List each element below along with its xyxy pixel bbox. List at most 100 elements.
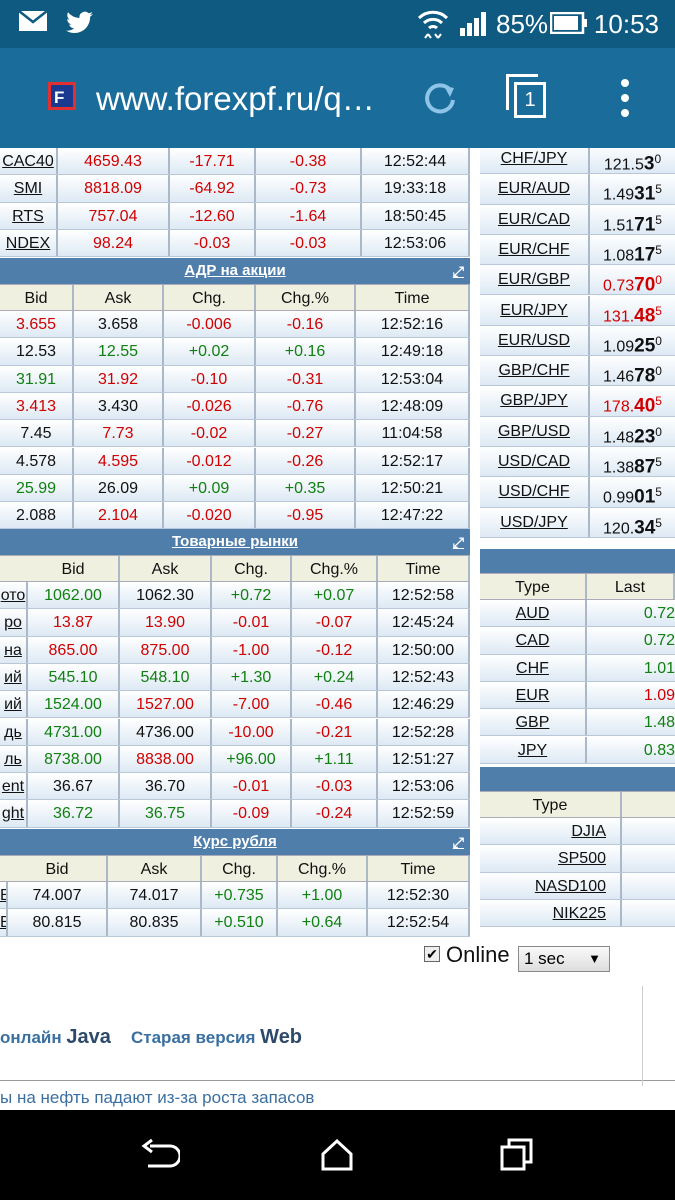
refresh-select[interactable]: 1 sec ▼ — [518, 946, 610, 972]
name-cell[interactable]: ль — [0, 745, 28, 773]
fx-row: GBP/CHF 1.46780 — [480, 356, 675, 387]
index-name[interactable]: RTS — [0, 202, 58, 229]
commodities-section-header[interactable]: Товарные рынки ⤢ — [0, 529, 470, 555]
back-icon[interactable] — [140, 1138, 180, 1172]
fx-pair[interactable]: EUR/CHF — [480, 234, 590, 265]
index-type[interactable]: SP500 — [480, 845, 622, 872]
currency-row: CHF 1.01 — [480, 654, 675, 682]
table-row: NDEX 98.24 -0.03 -0.03 12:53:06 — [0, 229, 470, 258]
more-menu-icon[interactable] — [618, 78, 632, 118]
name-cell[interactable]: B — [0, 882, 8, 909]
tabs-button[interactable]: 1 — [506, 74, 548, 120]
fx-rate-fraction: 5 — [655, 394, 662, 409]
currency-type[interactable]: JPY — [480, 736, 587, 763]
index-type[interactable]: NIK225 — [480, 899, 622, 927]
chgpct-cell: -0.46 — [292, 691, 378, 718]
java-link-prefix: онлайн — [0, 1028, 62, 1047]
fx-row: EUR/GBP 0.73700 — [480, 265, 675, 296]
ruble-section-title[interactable]: Курс рубля — [193, 833, 277, 850]
ruble-section-header[interactable]: Курс рубля ⤢ — [0, 829, 470, 855]
chg-cell: +1.30 — [212, 663, 292, 691]
fx-rate-fraction: 5 — [655, 212, 662, 227]
index-name[interactable]: SMI — [0, 175, 58, 202]
fx-row: CHF/JPY 121.530 — [480, 148, 675, 175]
fx-pair[interactable]: CHF/JPY — [480, 148, 590, 174]
twitter-icon — [66, 11, 93, 34]
name-cell[interactable]: ро — [0, 609, 28, 636]
adr-section-title[interactable]: АДР на акции — [184, 262, 286, 279]
news-link[interactable]: ы на нефть падают из-за роста запасов — [0, 1088, 315, 1107]
adr-section-header[interactable]: АДР на акции ⤢ — [0, 258, 470, 284]
ask-cell: 2.104 — [74, 502, 164, 529]
name-cell[interactable]: ght — [0, 800, 28, 827]
index-chg: -17.71 — [170, 148, 256, 175]
chgpct-cell: -0.24 — [292, 800, 378, 827]
fx-pair[interactable]: USD/CAD — [480, 447, 590, 477]
expand-icon[interactable]: ⤢ — [452, 534, 464, 550]
fx-rate-main: 121.5 — [603, 156, 644, 174]
fx-rate-main: 120. — [603, 519, 635, 537]
column-header: Type — [480, 792, 622, 817]
fx-pair[interactable]: GBP/CHF — [480, 356, 590, 386]
fx-row: USD/JPY 120.345 — [480, 507, 675, 538]
name-cell[interactable]: B — [0, 909, 8, 936]
fx-pair[interactable]: EUR/JPY — [480, 295, 590, 325]
currency-type[interactable]: CAD — [480, 627, 587, 654]
fx-pair[interactable]: EUR/USD — [480, 325, 590, 356]
fx-pair[interactable]: USD/CHF — [480, 477, 590, 507]
chg-cell: -1.00 — [212, 636, 292, 663]
index-type[interactable]: NASD100 — [480, 872, 622, 899]
bid-cell: 545.10 — [28, 663, 120, 691]
web-link[interactable]: Старая версия Web — [131, 1026, 302, 1049]
name-cell[interactable]: ent — [0, 773, 28, 800]
java-link[interactable]: онлайн Java — [0, 1026, 111, 1049]
chgpct-cell: -0.26 — [256, 447, 356, 474]
bid-cell: 36.67 — [28, 773, 120, 800]
commodities-section-title[interactable]: Товарные рынки — [171, 533, 299, 550]
fx-pair[interactable]: GBP/JPY — [480, 386, 590, 416]
name-cell[interactable]: ий — [0, 691, 28, 718]
index-chg: -0.03 — [170, 229, 256, 257]
recents-icon[interactable] — [500, 1138, 534, 1172]
time-cell: 12:52:58 — [378, 582, 470, 609]
name-cell[interactable]: ото — [0, 582, 28, 609]
chg-cell: -0.026 — [164, 392, 256, 420]
name-cell[interactable]: на — [0, 636, 28, 663]
column-header: Ask — [120, 556, 212, 581]
fx-pair[interactable]: EUR/GBP — [480, 265, 590, 295]
index-name[interactable]: CAC40 — [0, 148, 58, 175]
reload-icon[interactable] — [420, 78, 460, 118]
bid-cell: 1524.00 — [28, 691, 120, 718]
fx-rate-main: 1.08 — [603, 247, 635, 265]
currency-type[interactable]: AUD — [480, 600, 587, 627]
index-type[interactable]: DJIA — [480, 818, 622, 845]
name-cell[interactable]: дь — [0, 718, 28, 745]
fx-pair[interactable]: USD/JPY — [480, 507, 590, 537]
time-cell: 12:50:21 — [356, 474, 470, 502]
bid-cell: 74.007 — [8, 882, 108, 909]
fx-pair[interactable]: GBP/USD — [480, 416, 590, 446]
url-bar[interactable]: www.forexpf.ru/q… — [96, 80, 375, 117]
expand-icon[interactable]: ⤢ — [452, 263, 464, 279]
fx-row: GBP/USD 1.48230 — [480, 416, 675, 447]
online-control: ✔ Online 1 sec ▼ — [424, 942, 624, 976]
fx-rate-fraction: 0 — [654, 152, 662, 166]
name-cell[interactable]: ий — [0, 663, 28, 691]
fx-pair[interactable]: EUR/AUD — [480, 174, 590, 204]
fx-rate-main: 1.38 — [603, 459, 635, 477]
currency-last: 0.72 — [643, 632, 675, 650]
section-header-bar — [480, 549, 675, 573]
time-cell: 12:50:00 — [378, 636, 470, 663]
index-row: NASD100 — [480, 872, 675, 900]
bid-cell: 8738.00 — [28, 745, 120, 773]
currency-type[interactable]: GBP — [480, 709, 587, 736]
expand-icon[interactable]: ⤢ — [452, 834, 464, 850]
chg-cell: +0.72 — [212, 582, 292, 609]
online-checkbox[interactable]: ✔ — [424, 946, 440, 962]
index-name[interactable]: NDEX — [0, 229, 58, 257]
currency-type[interactable]: CHF — [480, 654, 587, 681]
fx-pair[interactable]: EUR/CAD — [480, 204, 590, 234]
index-last: 98.24 — [58, 229, 170, 257]
currency-type[interactable]: EUR — [480, 681, 587, 709]
home-icon[interactable] — [320, 1138, 354, 1172]
